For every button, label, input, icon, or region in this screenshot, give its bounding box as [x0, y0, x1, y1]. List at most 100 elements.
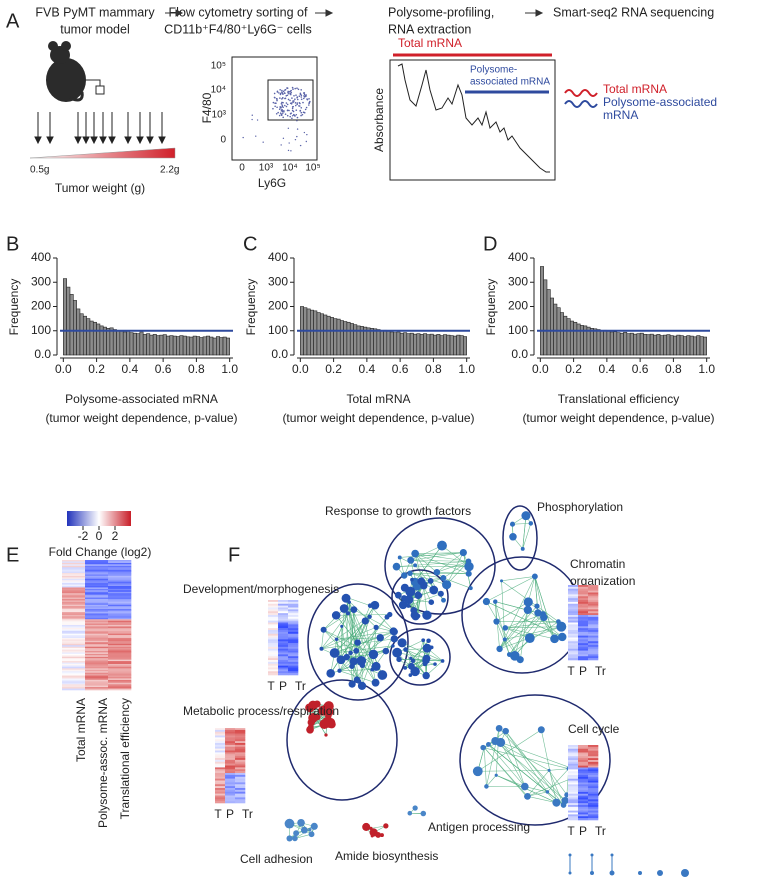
- x-tick-label: 0.0: [292, 362, 309, 376]
- step: CD11b⁺F4/80⁺Ly6G⁻ cells: [164, 22, 312, 36]
- node: [433, 662, 437, 666]
- bar: [334, 319, 337, 355]
- colorbar-tick-label: -2: [78, 529, 89, 543]
- heat-cell: [578, 653, 588, 655]
- heat-cell: [278, 654, 288, 656]
- dot: [288, 128, 289, 129]
- heat-cell: [235, 764, 245, 766]
- panel-f: F Response to growth factors Phosphoryla…: [183, 500, 689, 877]
- bar: [223, 337, 226, 355]
- heat-cell: [568, 807, 578, 809]
- label: 2.2g: [160, 165, 179, 176]
- dot: [282, 117, 284, 119]
- x-tick-label: 0.2: [565, 362, 582, 376]
- heat-cell: [278, 621, 288, 623]
- heat-cell: [588, 628, 598, 630]
- dot: [304, 112, 306, 114]
- tick-label: 10³: [259, 163, 274, 174]
- panel-letter: F: [228, 544, 240, 566]
- dot: [303, 112, 304, 113]
- dot: [305, 109, 307, 111]
- node: [469, 586, 473, 590]
- column-label: T: [567, 824, 575, 838]
- node: [502, 728, 509, 735]
- heat-cell: [225, 781, 235, 783]
- heat-cell: [278, 609, 288, 611]
- heat-cell: [278, 626, 288, 628]
- heat-cell: [215, 747, 225, 749]
- heat-cell: [568, 615, 578, 617]
- heat-cell: [588, 649, 598, 651]
- bar: [156, 336, 159, 355]
- dot: [281, 114, 282, 115]
- dot: [296, 96, 298, 98]
- tick-label: 10³: [212, 110, 227, 121]
- dot: [303, 95, 305, 97]
- bar: [570, 321, 573, 355]
- dot: [301, 98, 303, 100]
- edge: [549, 769, 569, 771]
- legend-label: mRNA: [603, 108, 638, 122]
- heat-cell: [568, 814, 578, 816]
- dot: [297, 117, 299, 119]
- heat-cell: [268, 606, 278, 608]
- heat-cell: [225, 784, 235, 786]
- heat-cell: [568, 805, 578, 807]
- heat-cell: [225, 790, 235, 792]
- dot: [252, 115, 253, 116]
- x-tick-label: 0.4: [599, 362, 616, 376]
- bar: [544, 280, 547, 355]
- dot: [296, 102, 298, 104]
- node: [441, 659, 445, 663]
- node: [398, 556, 402, 560]
- node: [407, 557, 414, 564]
- heat-cell: [588, 647, 598, 649]
- heat-cell: [235, 799, 245, 801]
- heat-cell: [578, 771, 588, 773]
- node: [321, 627, 327, 633]
- arrowhead: [35, 137, 41, 143]
- dot: [285, 95, 287, 97]
- bar: [617, 333, 620, 355]
- edge: [527, 796, 556, 802]
- heat-cell: [268, 673, 278, 675]
- dot: [251, 119, 252, 120]
- node: [441, 598, 446, 603]
- bar: [397, 332, 400, 355]
- heat-cell: [588, 813, 598, 815]
- x-axis-label: (tumor weight dependence, p-value): [522, 411, 714, 425]
- heat-cell: [225, 743, 235, 745]
- dot: [299, 103, 301, 105]
- heat-cell: [85, 689, 108, 691]
- edge: [437, 553, 463, 573]
- bar: [457, 335, 460, 355]
- heat-cell: [225, 758, 235, 760]
- dot: [299, 110, 301, 112]
- arrowhead: [159, 137, 165, 143]
- heat-cell: [288, 621, 298, 623]
- edge: [506, 731, 548, 792]
- heat-cell: [278, 623, 288, 625]
- cluster-label: Metabolic process/respiration: [183, 704, 339, 718]
- dot: [287, 87, 289, 89]
- heat-cell: [588, 809, 598, 811]
- heat-cell: [225, 752, 235, 754]
- dot: [286, 102, 288, 104]
- dot: [272, 108, 274, 110]
- heat-cell: [568, 628, 578, 630]
- column-label: T: [567, 664, 575, 678]
- bar: [80, 314, 83, 355]
- heat-cell: [278, 656, 288, 658]
- heat-cell: [225, 773, 235, 775]
- node: [411, 550, 419, 558]
- heat-cell: [268, 649, 278, 651]
- x-tick-label: 0.6: [632, 362, 649, 376]
- heat-cell: [288, 613, 298, 615]
- axis-label: Absorbance: [372, 88, 386, 152]
- heat-cell: [588, 656, 598, 658]
- column-label: Tr: [295, 679, 306, 693]
- heat-cell: [568, 585, 578, 587]
- heat-cell: [215, 756, 225, 758]
- heat-cell: [568, 745, 578, 747]
- node: [495, 774, 498, 777]
